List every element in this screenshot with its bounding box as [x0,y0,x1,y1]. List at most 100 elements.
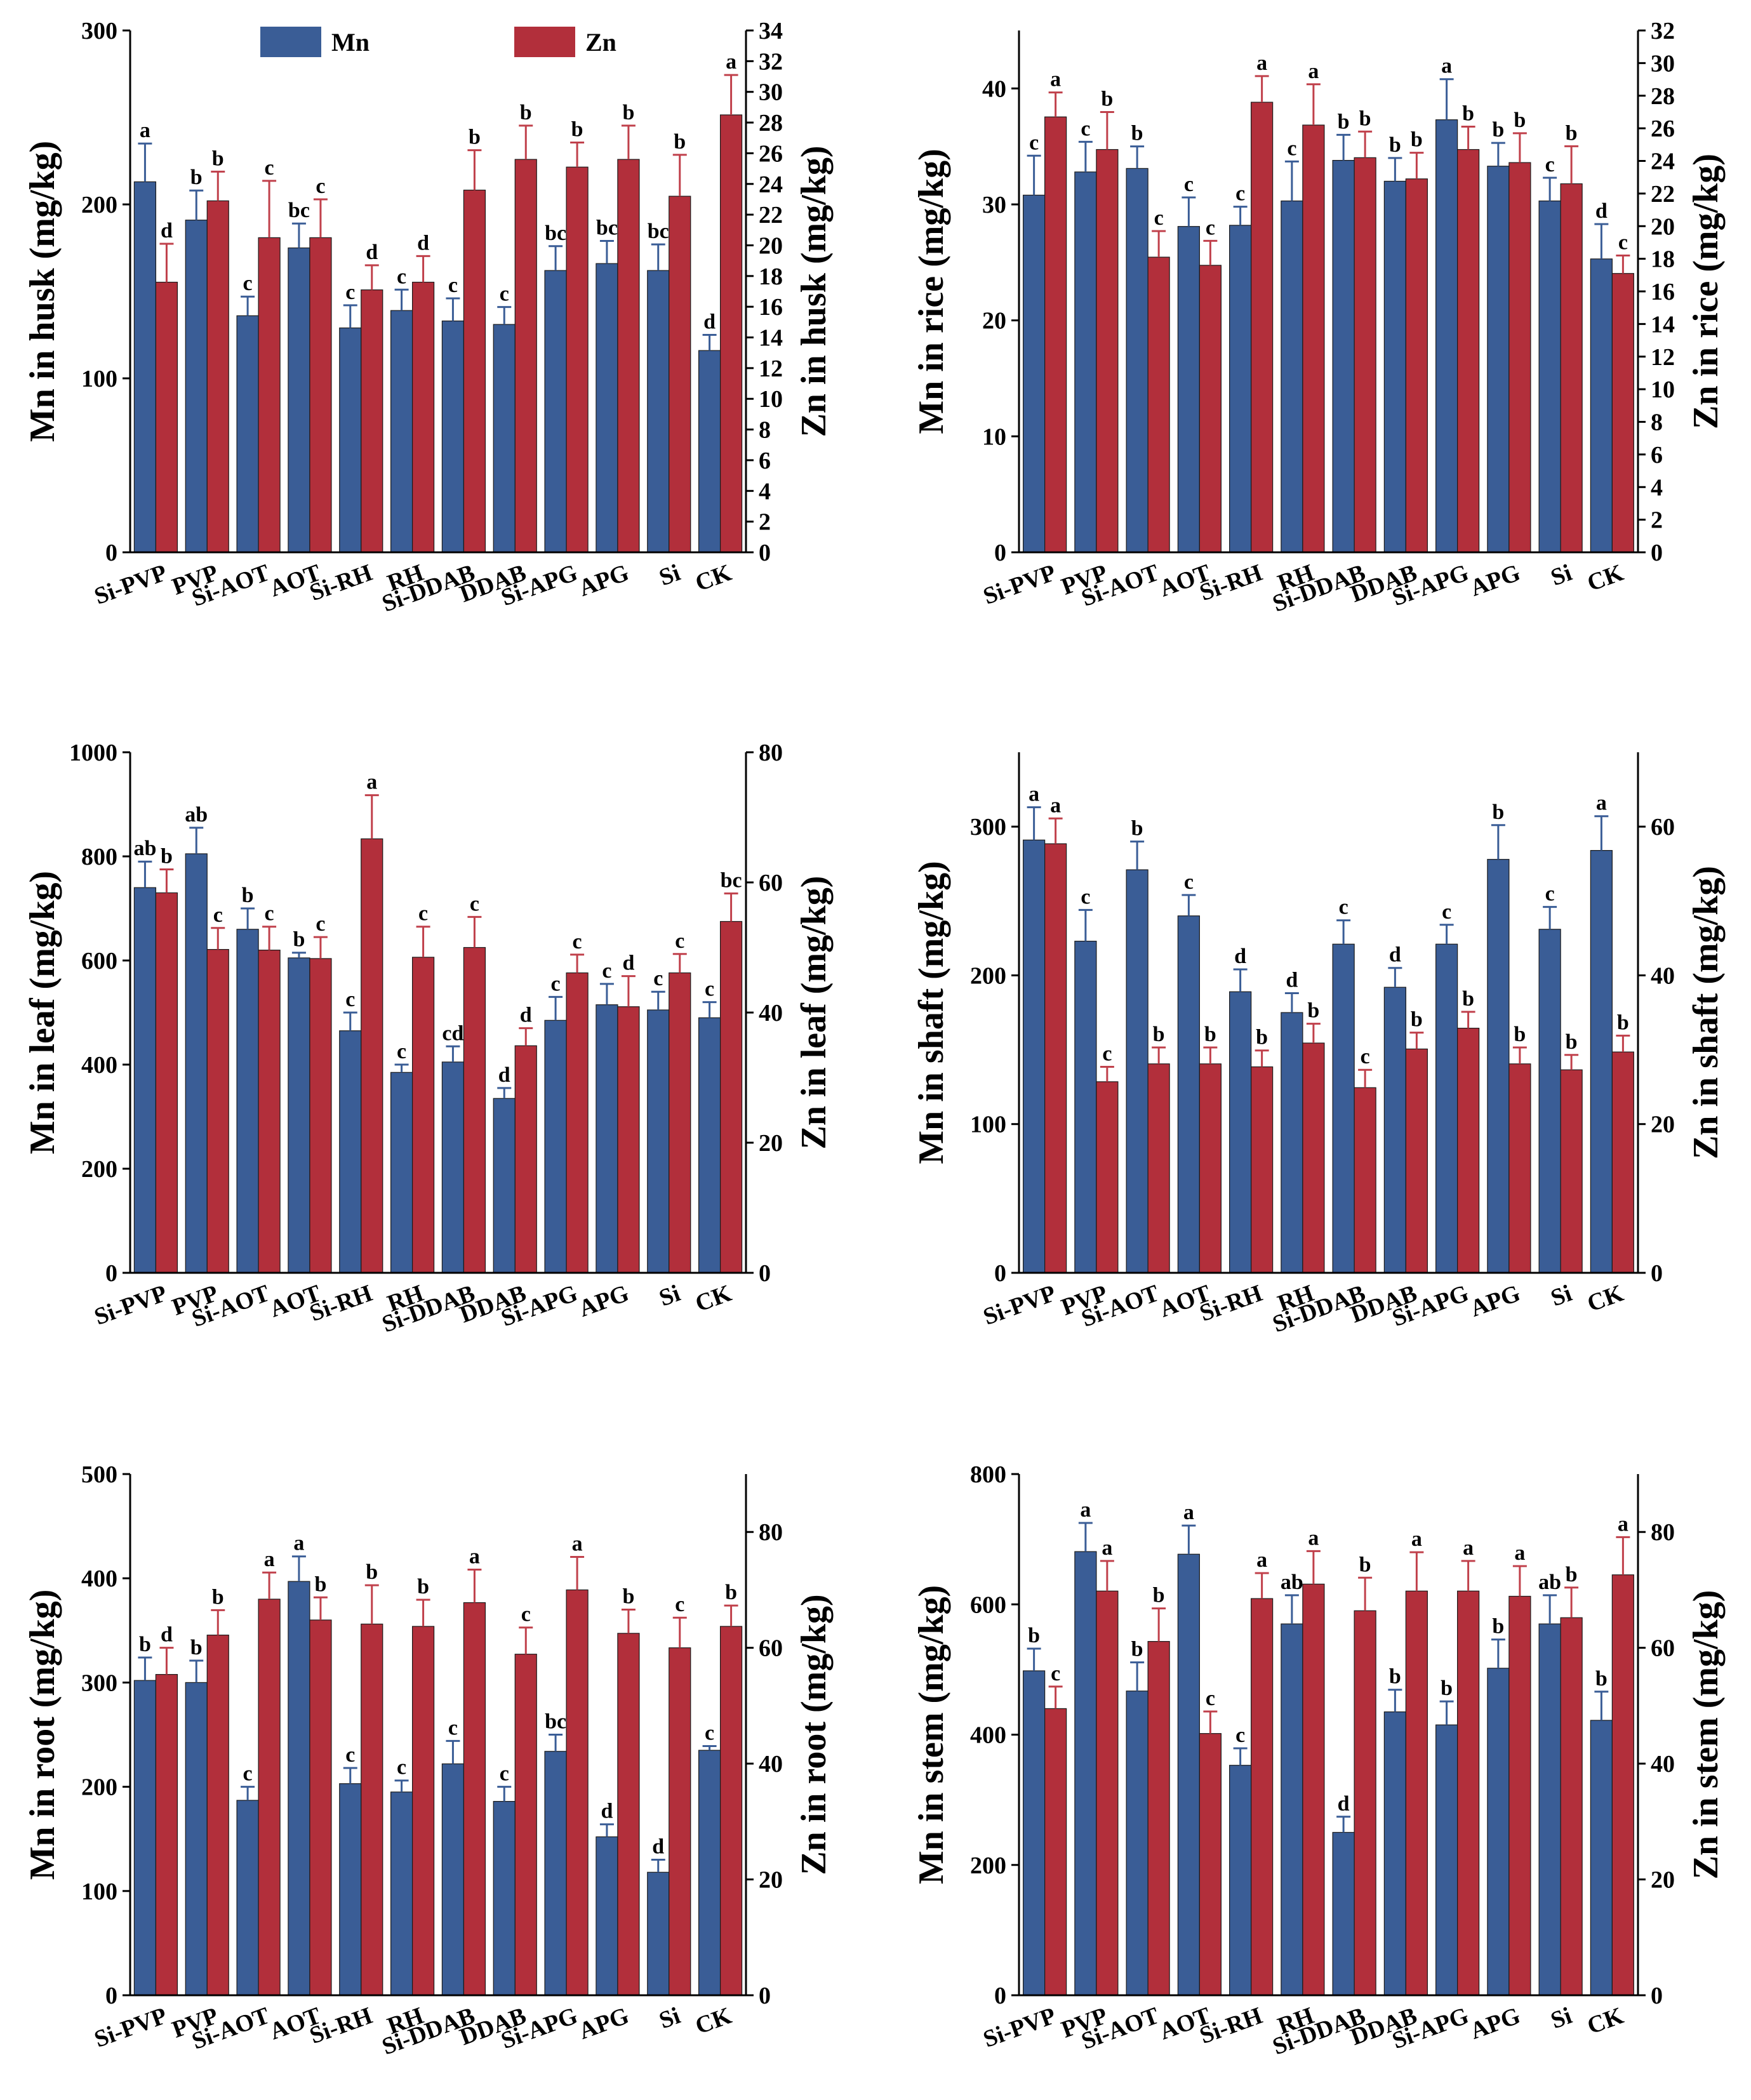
rice-right-tick-label: 10 [1651,376,1675,403]
root-left-axis-title: Mn in root (mg/kg) [23,1590,62,1880]
leaf-right-tick-label: 0 [759,1260,771,1287]
shaft-zn-letter: b [1204,1023,1216,1046]
shaft-mn-letter: c [1081,885,1090,908]
husk-mn-bar [544,270,567,553]
husk-right-tick-label: 4 [759,478,771,505]
husk-zn-letter: c [316,175,325,198]
husk-zn-bar [309,237,332,553]
husk-zn-bar [411,281,435,553]
rice-right-tick-label: 0 [1651,540,1663,566]
rice-left-tick-label: 30 [982,192,1006,218]
stem-mn-bar [1177,1553,1200,1996]
stem-right-axis-title: Zn in stem (mg/kg) [1686,1590,1726,1880]
rice-right-tick-label: 14 [1651,311,1675,338]
rice-right-tick-label: 16 [1651,279,1675,305]
rice-mn-bar [1487,166,1510,553]
shaft-right-tick-label: 40 [1651,962,1675,989]
husk-category-label: Si [656,559,684,591]
husk-zn-bar [669,196,691,553]
root-left-tick-label: 300 [81,1670,117,1696]
legend-swatch-zn [514,27,575,57]
shaft-left-tick-label: 300 [970,814,1006,841]
root-zn-letter: b [725,1581,737,1604]
leaf-zn-letter: c [573,930,582,954]
shaft-right-axis-title: Zn in shaft (mg/kg) [1686,866,1726,1159]
rice-right-tick-label: 22 [1651,181,1675,208]
rice-mn-bar [1538,200,1561,553]
husk-mn-bar [185,220,208,553]
stem-mn-bar [1229,1765,1252,1996]
rice-mn-bar [1435,119,1458,553]
shaft-left-tick-label: 200 [970,962,1006,989]
shaft-mn-bar [1281,1012,1303,1273]
husk-zn-letter: a [726,50,736,74]
rice-mn-bar [1126,168,1148,553]
shaft-mn-letter: d [1234,945,1246,968]
root-left-tick-label: 500 [81,1461,117,1488]
husk-mn-letter: d [703,310,716,334]
rice-zn-bar [1560,183,1583,553]
root-mn-letter: c [705,1722,714,1745]
root-right-tick-label: 60 [759,1635,783,1662]
stem-zn-bar [1560,1617,1583,1996]
leaf-zn-letter: a [366,771,377,794]
legend: Mn Zn [260,27,616,57]
husk-right-tick-label: 24 [759,171,783,198]
stem-left-tick-label: 400 [970,1722,1006,1749]
rice-mn-letter: c [1081,117,1090,140]
leaf-left-tick-label: 600 [81,948,117,974]
leaf-zn-bar [617,1006,640,1273]
leaf-mn-bar [339,1030,362,1273]
stem-zn-letter: b [1153,1584,1165,1607]
stem-mn-letter: b [1441,1677,1453,1700]
root-zn-bar [617,1633,640,1996]
rice-zn-letter: c [1206,216,1215,239]
leaf-mn-bar [698,1017,721,1273]
leaf-mn-letter: c [551,972,561,995]
shaft-left-tick-label: 100 [970,1112,1006,1138]
rice-category-label: CK [1584,559,1627,597]
root-mn-bar [441,1763,465,1996]
root-mn-bar [339,1783,362,1996]
shaft-zn-bar [1405,1048,1428,1273]
root-mn-letter: d [601,1800,613,1823]
husk-category-label: APG [575,559,632,602]
root-zn-letter: a [572,1532,583,1555]
rice-zn-letter: c [1154,206,1164,230]
rice-right-tick-label: 18 [1651,246,1675,273]
husk-zn-letter: d [161,219,173,243]
shaft-mn-bar [1023,839,1046,1273]
leaf-mn-letter: b [293,928,305,952]
stem-zn-bar [1354,1610,1376,1996]
stem-zn-bar [1044,1708,1067,1996]
leaf-zn-bar [309,958,332,1273]
root-mn-bar [288,1581,310,1996]
leaf-zn-letter: c [675,929,684,953]
husk-right-tick-label: 20 [759,232,783,259]
root-zn-bar [719,1626,743,1996]
husk-right-tick-label: 22 [759,202,783,229]
root-category-label: Si-PVP [91,2002,170,2053]
shaft-zn-bar [1560,1069,1583,1273]
leaf-mn-bar [390,1072,413,1273]
shaft-zn-bar [1302,1042,1325,1273]
root-zn-letter: b [314,1572,326,1596]
stem-zn-bar [1508,1595,1531,1996]
shaft-zn-bar [1508,1063,1531,1273]
leaf-left-axis-title: Mn in leaf (mg/kg) [23,871,62,1154]
rice-right-axis-title: Zn in rice (mg/kg) [1686,154,1726,429]
husk-zn-bar [617,159,640,553]
shaft-zn-bar [1199,1063,1222,1273]
root-right-tick-label: 0 [759,1983,771,2009]
leaf-zn-letter: b [161,845,173,868]
root-mn-letter: c [397,1756,406,1779]
shaft-zn-letter: b [1256,1026,1268,1049]
root-left-tick-label: 400 [81,1565,117,1592]
rice-mn-bar [1383,180,1406,553]
husk-zn-letter: c [265,156,274,180]
husk-right-axis-title: Zn in husk (mg/kg) [794,145,834,437]
stem-mn-letter: b [1492,1615,1504,1638]
rice-mn-bar [1177,226,1200,553]
